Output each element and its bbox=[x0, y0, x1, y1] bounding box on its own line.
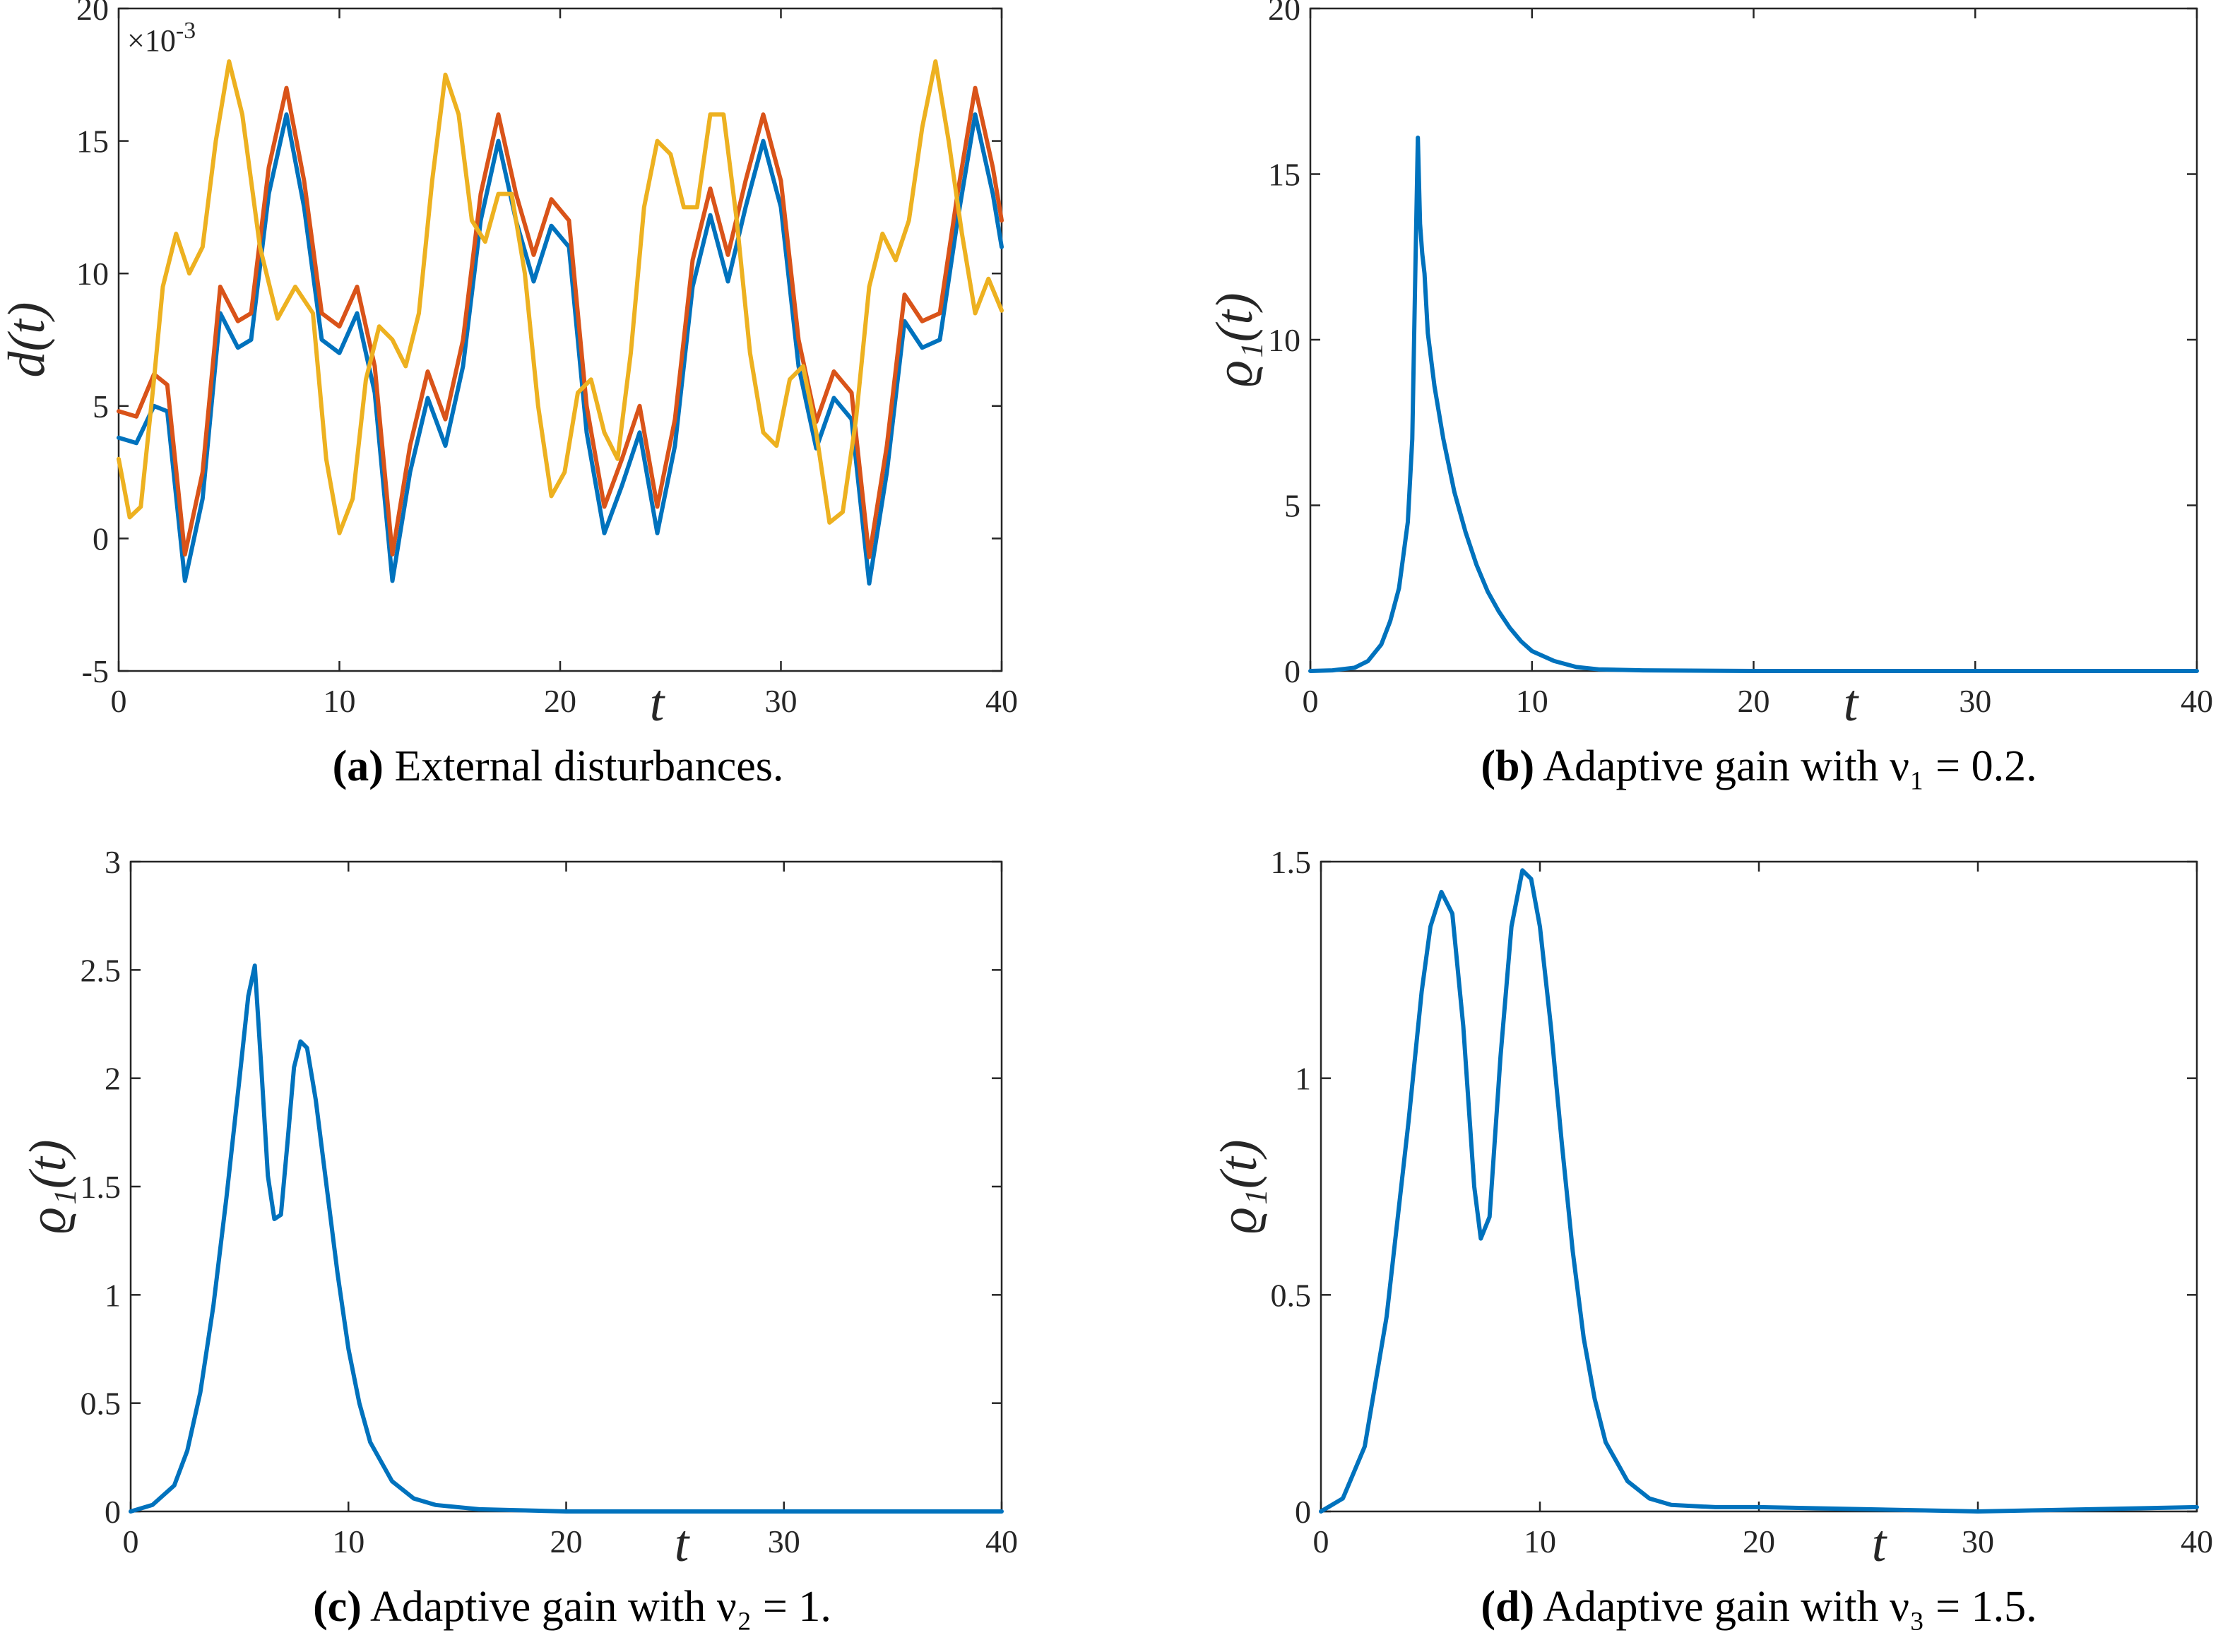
panel-caption-a: (a) External disturbances. bbox=[333, 742, 784, 790]
panel-caption-d: (d) Adaptive gain with ν₃ = 1.5. bbox=[1481, 1583, 2037, 1631]
x-tick-label: 10 bbox=[332, 1523, 364, 1559]
x-tick-label: 10 bbox=[324, 683, 356, 719]
chart-panel-b: 0 10 20 30 40 0 5 10 15 20 t ϱ₁(t) (b) Adaptive gain… bbox=[1206, 0, 2213, 790]
y-tick-label: 0 bbox=[1295, 1494, 1311, 1530]
x-tick-label: 40 bbox=[2181, 1523, 2213, 1559]
chart-panel-d: 0 10 20 30 40 0 0.5 1 1.5 t ϱ₁(t) (d) Adaptive gain… bbox=[1210, 844, 2213, 1631]
panel-caption-b: (b) Adaptive gain with ν₁ = 0.2. bbox=[1481, 742, 2037, 790]
chart-panel-c: 0 10 20 30 40 0 0.5 1 1.5 2 2.5 3 t ϱ₁(t) (c) Adaptive… bbox=[19, 844, 1018, 1631]
y-tick-label: 15 bbox=[1268, 157, 1300, 193]
y-tick-label: 2 bbox=[105, 1061, 121, 1097]
series-line-rho1 bbox=[1308, 135, 2199, 673]
y-tick-label: 1.5 bbox=[1271, 844, 1312, 880]
panel-caption-c: (c) Adaptive gain with ν₂ = 1. bbox=[313, 1583, 831, 1631]
x-tick-label: 30 bbox=[1959, 683, 1991, 719]
y-tick-label: 20 bbox=[1268, 0, 1300, 27]
series-line-d1 bbox=[117, 112, 1004, 586]
x-tick-label: 0 bbox=[1313, 1523, 1329, 1559]
plot-frame-d bbox=[1320, 860, 2198, 1513]
x-tick-label: 40 bbox=[985, 683, 1018, 719]
y-tick-label: 1 bbox=[105, 1277, 121, 1313]
x-tick-label: 0 bbox=[1303, 683, 1319, 719]
x-tick-label: 30 bbox=[1962, 1523, 1994, 1559]
x-tick-label: 20 bbox=[544, 683, 576, 719]
y-tick-label: 0.5 bbox=[81, 1386, 121, 1422]
y-tick-label: 1 bbox=[1295, 1061, 1311, 1097]
x-tick-label: 0 bbox=[123, 1523, 139, 1559]
y-tick-label: 2.5 bbox=[81, 952, 121, 988]
x-tick-label: 30 bbox=[768, 1523, 800, 1559]
y-tick-label: 20 bbox=[76, 0, 109, 27]
y-axis-label: ϱ₁(t) bbox=[1210, 1139, 1268, 1233]
y-tick-label: 3 bbox=[105, 844, 121, 880]
y-tick-label: 15 bbox=[76, 124, 109, 160]
y-tick-label: 5 bbox=[1284, 488, 1300, 524]
y-tick-label: -5 bbox=[82, 653, 109, 689]
plot-frame-c bbox=[129, 860, 1003, 1513]
x-tick-label: 40 bbox=[985, 1523, 1018, 1559]
x-tick-label: 10 bbox=[1524, 1523, 1556, 1559]
series-line-rho1 bbox=[1319, 868, 2199, 1514]
y-multiplier-label: ×10-3 bbox=[127, 18, 196, 58]
series-line-rho1 bbox=[129, 963, 1004, 1514]
y-tick-label: 0 bbox=[93, 521, 109, 557]
y-axis-label: d(t) bbox=[0, 302, 56, 378]
x-tick-label: 40 bbox=[2181, 683, 2213, 719]
x-axis-label: t bbox=[1872, 1515, 1888, 1573]
series-line-d3 bbox=[117, 59, 1004, 535]
x-tick-label: 20 bbox=[1743, 1523, 1775, 1559]
y-tick-label: 5 bbox=[93, 388, 109, 424]
x-axis-label: t bbox=[675, 1515, 691, 1573]
x-tick-label: 30 bbox=[765, 683, 798, 719]
x-tick-label: 20 bbox=[550, 1523, 583, 1559]
x-tick-label: 0 bbox=[111, 683, 127, 719]
y-tick-label: 0 bbox=[1284, 653, 1300, 689]
x-tick-label: 10 bbox=[1516, 683, 1548, 719]
y-tick-label: 0 bbox=[105, 1494, 121, 1530]
y-tick-label: 0.5 bbox=[1271, 1277, 1312, 1313]
x-axis-label: t bbox=[1844, 675, 1860, 732]
y-tick-label: 1.5 bbox=[81, 1169, 121, 1205]
y-axis-label: ϱ₁(t) bbox=[1206, 292, 1264, 386]
x-axis-label: t bbox=[650, 675, 666, 732]
plot-frame-b bbox=[1309, 7, 2198, 672]
y-tick-label: 10 bbox=[1268, 322, 1300, 358]
y-tick-label: 10 bbox=[76, 256, 109, 292]
y-axis-label: ϱ₁(t) bbox=[19, 1139, 77, 1233]
x-tick-label: 20 bbox=[1738, 683, 1770, 719]
